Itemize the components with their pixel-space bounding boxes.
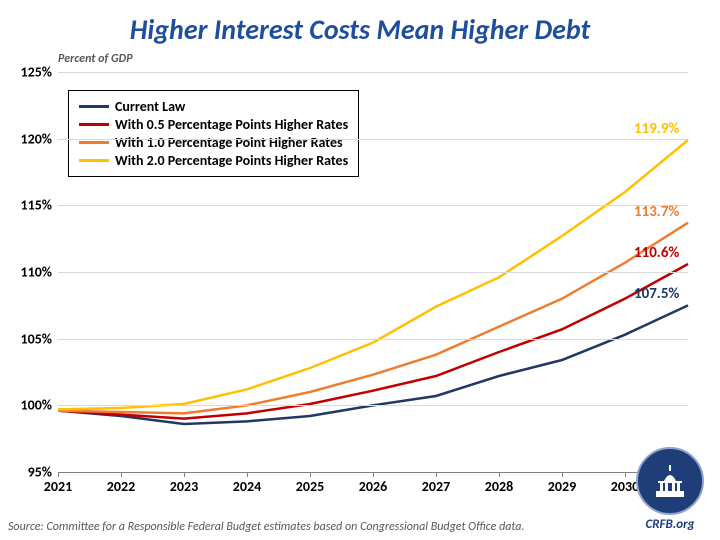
series-end-label: 113.7% [634, 203, 679, 221]
y-tick-label: 100% [21, 397, 53, 414]
x-tick [436, 472, 437, 477]
legend-item: With 2.0 Percentage Points Higher Rates [79, 152, 348, 169]
x-tick [373, 472, 374, 477]
gridline [58, 139, 688, 140]
legend-label: With 1.0 Percentage Point Higher Rates [115, 134, 343, 151]
x-tick-label: 2022 [107, 478, 135, 495]
legend-swatch [79, 123, 109, 126]
gridline [58, 72, 688, 73]
y-tick-label: 115% [21, 197, 53, 214]
crfb-logo-text: CRFB.org [636, 517, 704, 532]
x-tick [184, 472, 185, 477]
gridline [58, 205, 688, 206]
x-tick-label: 2026 [359, 478, 387, 495]
chart-title: Higher Interest Costs Mean Higher Debt [0, 0, 720, 47]
capitol-icon [650, 461, 690, 501]
legend-item: With 1.0 Percentage Point Higher Rates [79, 134, 348, 151]
x-tick-label: 2029 [548, 478, 576, 495]
series-end-label: 119.9% [634, 120, 679, 138]
x-tick [58, 472, 59, 477]
x-tick [310, 472, 311, 477]
y-tick-label: 105% [21, 330, 53, 347]
series-end-label: 107.5% [634, 285, 679, 303]
legend-label: With 2.0 Percentage Points Higher Rates [115, 152, 348, 169]
legend-swatch [79, 105, 109, 108]
gridline [58, 339, 688, 340]
y-axis-subtitle: Percent of GDP [58, 52, 133, 66]
crfb-logo-circle [636, 447, 704, 515]
series-line [58, 223, 688, 414]
x-tick-label: 2021 [44, 478, 72, 495]
legend-item: With 0.5 Percentage Points Higher Rates [79, 116, 348, 133]
x-tick-label: 2030 [611, 478, 639, 495]
x-tick [121, 472, 122, 477]
x-tick-label: 2024 [233, 478, 261, 495]
x-tick-label: 2025 [296, 478, 324, 495]
x-tick [247, 472, 248, 477]
legend-item: Current Law [79, 98, 348, 115]
legend-swatch [79, 159, 109, 162]
x-tick-label: 2028 [485, 478, 513, 495]
x-tick [625, 472, 626, 477]
y-tick-label: 125% [21, 64, 53, 81]
series-line [58, 140, 688, 409]
legend-label: With 0.5 Percentage Points Higher Rates [115, 116, 348, 133]
series-end-label: 110.6% [634, 244, 679, 262]
chart-plot-area: Current LawWith 0.5 Percentage Points Hi… [58, 72, 688, 472]
x-tick-label: 2027 [422, 478, 450, 495]
source-citation: Source: Committee for a Responsible Fede… [8, 520, 524, 534]
legend-swatch [79, 141, 109, 144]
gridline [58, 272, 688, 273]
x-tick-label: 2023 [170, 478, 198, 495]
y-tick-label: 110% [21, 264, 53, 281]
legend: Current LawWith 0.5 Percentage Points Hi… [68, 90, 359, 177]
legend-label: Current Law [115, 98, 185, 115]
crfb-logo: CRFB.org [636, 447, 704, 532]
x-tick [499, 472, 500, 477]
gridline [58, 405, 688, 406]
y-tick-label: 120% [21, 130, 53, 147]
x-tick [562, 472, 563, 477]
